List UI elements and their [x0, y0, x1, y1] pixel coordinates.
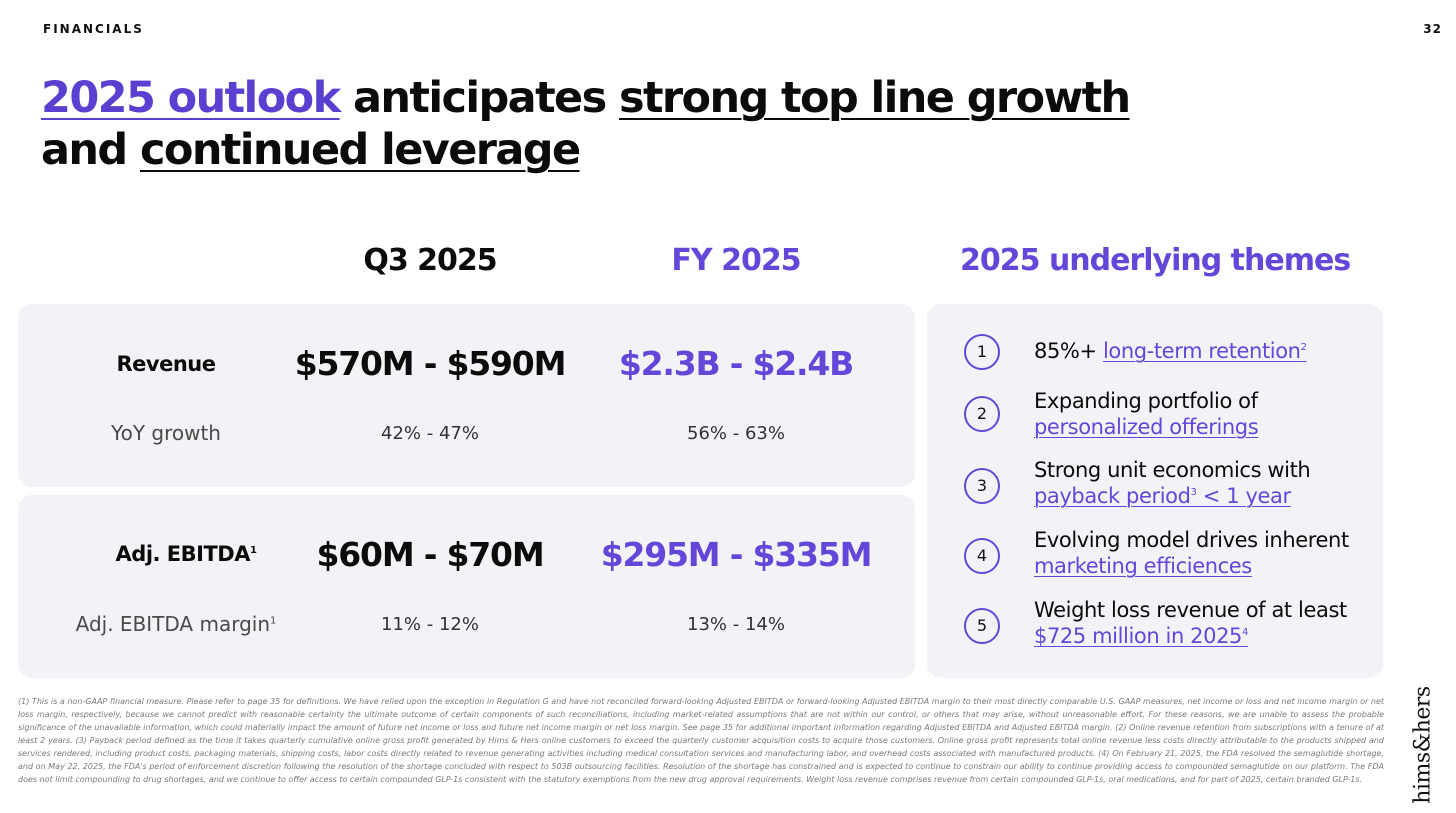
page-title: 2025 outlook anticipates strong top line… — [41, 72, 1131, 176]
theme-item: 5 Weight loss revenue of at least $725 m… — [964, 597, 1374, 653]
revenue-card: Revenue $570M - $590M $2.3B - $2.4B YoY … — [18, 304, 915, 487]
title-highlight-outlook: 2025 outlook — [41, 73, 341, 123]
brand-logo: hims&hers — [1400, 686, 1446, 803]
theme-link-text: payback period — [1034, 484, 1191, 508]
theme-line: payback period3 < 1 year — [1034, 483, 1310, 509]
title-highlight-leverage: continued leverage — [139, 125, 581, 175]
revenue-q3-growth: 42% - 47% — [381, 423, 479, 444]
theme-link-text: long-term retention — [1102, 339, 1301, 363]
theme-item: 1 85%+ long-term retention2 — [964, 334, 1374, 374]
theme-line: Weight loss revenue of at least — [1034, 598, 1347, 622]
revenue-label: Revenue — [116, 352, 217, 376]
theme-number-badge: 5 — [964, 608, 1000, 644]
theme-text: Evolving model drives inherent marketing… — [1034, 527, 1349, 579]
title-text-and: and — [41, 125, 140, 175]
ebitda-q3-value: $60M - $70M — [316, 535, 545, 574]
footnote-marker: 1 — [249, 545, 257, 556]
theme-link-weight-loss[interactable]: $725 million in 20254 — [1034, 624, 1248, 648]
theme-link-text: $725 million in 2025 — [1034, 624, 1243, 648]
theme-line: Expanding portfolio of — [1034, 389, 1258, 413]
theme-text-prefix: 85%+ — [1034, 339, 1103, 363]
footnote-marker: 3 — [1190, 487, 1197, 498]
theme-text: Strong unit economics with payback perio… — [1034, 457, 1311, 509]
title-text: anticipates — [339, 73, 619, 123]
theme-item: 4 Evolving model drives inherent marketi… — [964, 527, 1374, 583]
theme-text: 85%+ long-term retention2 — [1034, 338, 1307, 364]
theme-link-marketing[interactable]: marketing efficiences — [1034, 554, 1252, 578]
theme-line: marketing efficiences — [1034, 553, 1349, 579]
theme-text: Weight loss revenue of at least $725 mil… — [1034, 597, 1347, 649]
theme-line: Evolving model drives inherent — [1034, 528, 1349, 552]
page-number: 32 — [1423, 22, 1442, 36]
ebitda-q3-margin: 11% - 12% — [381, 614, 479, 635]
theme-number-badge: 3 — [964, 468, 1000, 504]
column-header-themes: 2025 underlying themes — [960, 243, 1351, 278]
brand-logo-text: hims&hers — [1410, 686, 1436, 804]
theme-line: Strong unit economics with — [1034, 458, 1311, 482]
footnote-marker: 2 — [1300, 342, 1307, 353]
ebitda-margin-label-text: Adj. EBITDA margin — [75, 612, 271, 636]
theme-link-tail: < 1 year — [1196, 484, 1291, 508]
title-highlight-growth: strong top line growth — [618, 73, 1131, 123]
theme-number-badge: 1 — [964, 334, 1000, 370]
theme-link-payback[interactable]: payback period3 < 1 year — [1034, 484, 1291, 508]
theme-item: 3 Strong unit economics with payback per… — [964, 457, 1374, 513]
ebitda-margin-label: Adj. EBITDA margin1 — [46, 612, 306, 636]
column-header-fy: FY 2025 — [671, 243, 801, 278]
theme-number-badge: 2 — [964, 396, 1000, 432]
theme-line: personalized offerings — [1034, 414, 1259, 440]
ebitda-fy-value: $295M - $335M — [600, 535, 873, 574]
revenue-fy-value: $2.3B - $2.4B — [618, 344, 854, 383]
revenue-fy-growth: 56% - 63% — [687, 423, 785, 444]
theme-number-badge: 4 — [964, 538, 1000, 574]
section-label: FINANCIALS — [43, 22, 144, 36]
footnote-text: (1) This is a non-GAAP financial measure… — [18, 697, 1384, 784]
footnote-marker: 4 — [1242, 627, 1248, 638]
themes-card — [927, 304, 1383, 678]
ebitda-label: Adj. EBITDA1 — [66, 542, 306, 566]
theme-link-offerings[interactable]: personalized offerings — [1034, 415, 1259, 439]
ebitda-label-text: Adj. EBITDA — [115, 542, 251, 566]
revenue-q3-value: $570M - $590M — [294, 344, 567, 383]
footnote-marker: 1 — [270, 615, 277, 627]
ebitda-card: Adj. EBITDA1 $60M - $70M $295M - $335M A… — [18, 495, 915, 678]
column-header-q3: Q3 2025 — [363, 243, 497, 278]
theme-link-retention[interactable]: long-term retention2 — [1103, 339, 1307, 363]
ebitda-fy-margin: 13% - 14% — [687, 614, 785, 635]
yoy-growth-label: YoY growth — [111, 421, 221, 445]
theme-text: Expanding portfolio of personalized offe… — [1034, 388, 1259, 440]
theme-item: 2 Expanding portfolio of personalized of… — [964, 388, 1374, 444]
theme-line: $725 million in 20254 — [1034, 623, 1347, 649]
